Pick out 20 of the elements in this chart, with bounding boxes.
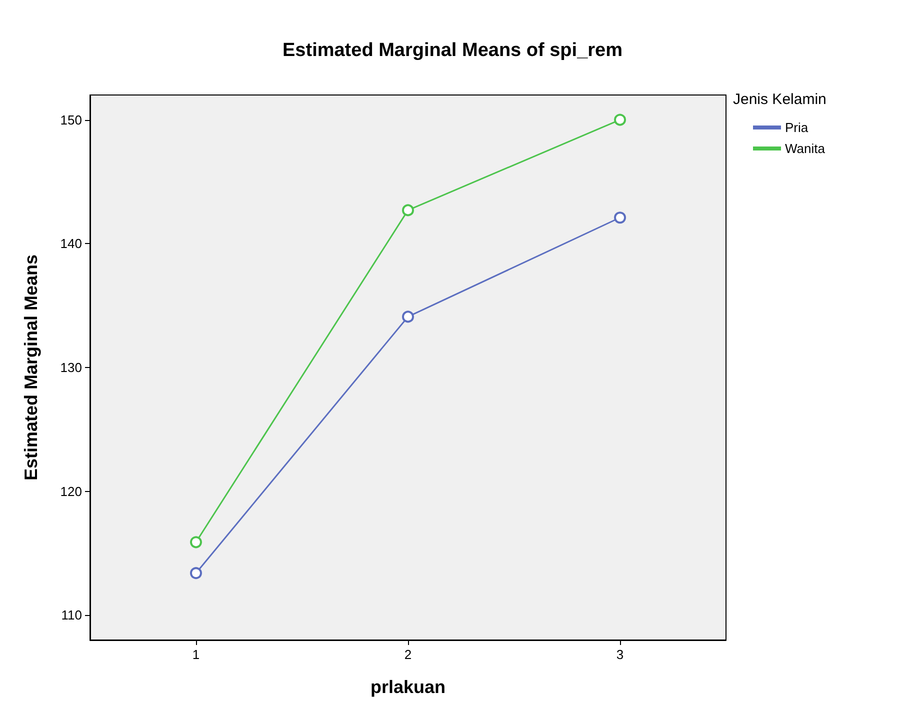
x-tick-label: 2 [404,647,412,662]
y-tick-label: 140 [60,236,82,252]
x-axis-title: prlakuan [370,677,446,697]
x-tick-label: 1 [192,647,200,662]
y-tick-label: 130 [60,360,82,375]
legend-label: Wanita [785,141,826,156]
point [190,567,202,580]
y-axis-title: Estimated Marginal Means [21,254,41,481]
legend-label: Pria [785,120,809,135]
point [614,114,626,126]
y-tick-label: 150 [60,112,82,128]
chart-title: Estimated Marginal Means of spi_rem [282,40,622,61]
y-tick-label: 110 [61,608,82,623]
legend-title: Jenis Kelamin [733,91,826,108]
x-tick-label: 3 [616,647,624,662]
point [614,212,626,224]
point [402,204,414,216]
y-tick-label: 120 [60,484,82,499]
point [402,310,414,323]
point [190,536,202,548]
